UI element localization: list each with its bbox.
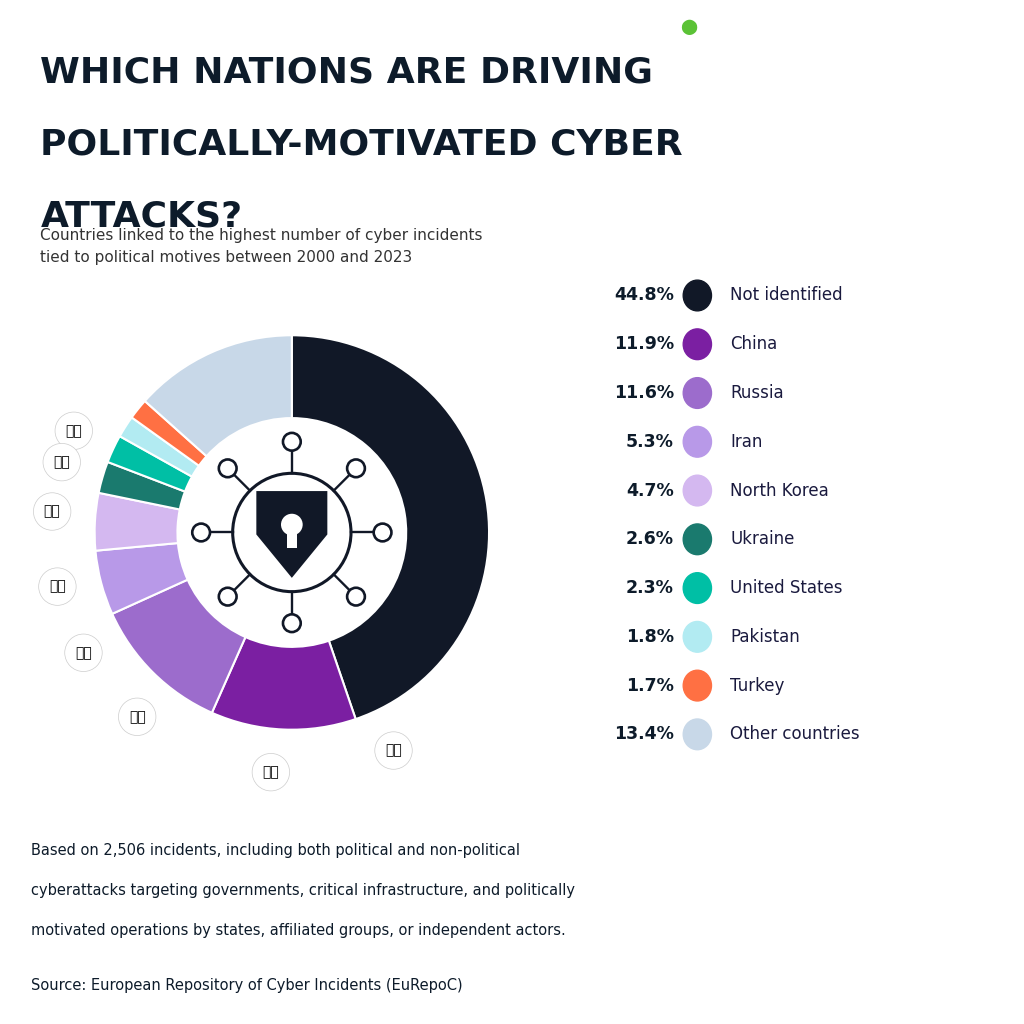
Wedge shape <box>144 335 292 457</box>
Circle shape <box>34 493 71 530</box>
Text: Pakistan: Pakistan <box>730 628 800 646</box>
Circle shape <box>283 614 301 632</box>
Text: China: China <box>730 335 777 353</box>
Text: Turkey: Turkey <box>730 677 784 694</box>
Circle shape <box>281 514 303 536</box>
Text: 5.3%: 5.3% <box>626 433 674 451</box>
Text: Other countries: Other countries <box>730 725 860 743</box>
Text: 13.4%: 13.4% <box>614 725 674 743</box>
Text: POLITICALLY-MOTIVATED CYBER: POLITICALLY-MOTIVATED CYBER <box>40 128 683 162</box>
Text: 44.8%: 44.8% <box>614 287 674 304</box>
Text: cyberattacks targeting governments, critical infrastructure, and politically: cyberattacks targeting governments, crit… <box>31 883 574 898</box>
Circle shape <box>375 732 413 769</box>
Polygon shape <box>594 0 637 56</box>
Text: 🇷🇺: 🇷🇺 <box>262 765 280 779</box>
Text: 🇰🇵: 🇰🇵 <box>75 646 92 659</box>
Text: 4.7%: 4.7% <box>626 481 674 500</box>
Text: 11.6%: 11.6% <box>613 384 674 402</box>
Text: Source: European Repository of Cyber Incidents (EuRepoC): Source: European Repository of Cyber Inc… <box>31 978 463 992</box>
Text: 🇵🇰: 🇵🇰 <box>53 455 70 469</box>
Wedge shape <box>292 335 489 719</box>
Circle shape <box>232 473 351 592</box>
Text: Not identified: Not identified <box>730 287 843 304</box>
Circle shape <box>683 426 712 457</box>
Wedge shape <box>98 462 185 510</box>
Text: Based on 2,506 incidents, including both political and non-political: Based on 2,506 incidents, including both… <box>31 844 520 858</box>
Text: Ukraine: Ukraine <box>730 530 795 548</box>
Circle shape <box>683 671 712 701</box>
Text: 1.7%: 1.7% <box>626 677 674 694</box>
Circle shape <box>252 754 290 791</box>
Text: Iran: Iran <box>730 433 763 451</box>
Circle shape <box>683 281 712 311</box>
Text: North Korea: North Korea <box>730 481 829 500</box>
Circle shape <box>374 523 391 542</box>
Text: ⬤: ⬤ <box>680 19 697 35</box>
Wedge shape <box>95 543 187 613</box>
Circle shape <box>683 329 712 359</box>
Wedge shape <box>94 493 180 551</box>
Circle shape <box>683 572 712 603</box>
Circle shape <box>683 719 712 750</box>
Wedge shape <box>108 436 193 492</box>
Bar <box>287 528 297 548</box>
Circle shape <box>177 418 407 647</box>
Circle shape <box>347 460 365 477</box>
PathPatch shape <box>256 492 328 578</box>
Circle shape <box>193 523 210 542</box>
Circle shape <box>65 634 102 672</box>
Text: 🇺🇦: 🇺🇦 <box>49 580 66 594</box>
Circle shape <box>683 475 712 506</box>
Circle shape <box>219 588 237 605</box>
Text: 🇹🇷: 🇹🇷 <box>66 424 82 438</box>
Circle shape <box>683 524 712 555</box>
Circle shape <box>683 622 712 652</box>
Circle shape <box>219 460 237 477</box>
Polygon shape <box>635 804 1024 1024</box>
Circle shape <box>55 412 92 450</box>
Text: Countries linked to the highest number of cyber incidents
tied to political moti: Countries linked to the highest number o… <box>40 228 483 265</box>
Circle shape <box>683 378 712 409</box>
Circle shape <box>283 433 301 451</box>
Text: Russia: Russia <box>730 384 784 402</box>
Text: WHICH NATIONS ARE DRIVING: WHICH NATIONS ARE DRIVING <box>40 55 653 90</box>
Circle shape <box>347 588 365 605</box>
Text: ATTACKS?: ATTACKS? <box>40 200 243 233</box>
Text: United States: United States <box>730 579 843 597</box>
Polygon shape <box>635 804 737 852</box>
Text: 🇺🇸: 🇺🇸 <box>44 505 60 518</box>
Text: bright defense: bright defense <box>783 18 921 36</box>
Wedge shape <box>120 418 199 476</box>
Text: 2.3%: 2.3% <box>626 579 674 597</box>
Wedge shape <box>132 401 207 466</box>
Text: 2.6%: 2.6% <box>626 530 674 548</box>
Text: 11.9%: 11.9% <box>613 335 674 353</box>
Text: 🇨🇳: 🇨🇳 <box>385 743 401 758</box>
Text: motivated operations by states, affiliated groups, or independent actors.: motivated operations by states, affiliat… <box>31 923 565 938</box>
Wedge shape <box>113 580 246 713</box>
Circle shape <box>39 568 76 605</box>
Text: 1.8%: 1.8% <box>626 628 674 646</box>
Wedge shape <box>212 637 355 730</box>
Circle shape <box>43 443 81 481</box>
Text: 🇮🇷: 🇮🇷 <box>129 710 145 724</box>
Circle shape <box>119 698 156 735</box>
